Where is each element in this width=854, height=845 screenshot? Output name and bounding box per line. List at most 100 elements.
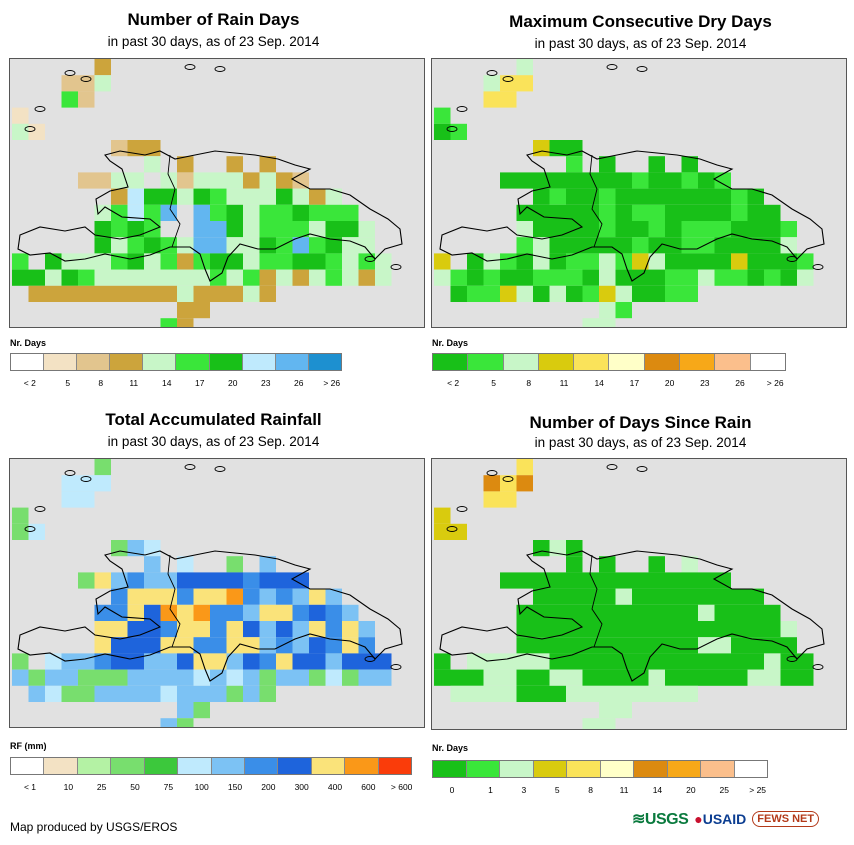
grid-cell	[648, 188, 665, 205]
grid-cell	[94, 572, 111, 589]
grid-cell	[226, 204, 243, 221]
grid-cell	[144, 156, 161, 173]
grid-cell	[714, 237, 731, 254]
legend-swatch	[44, 758, 78, 774]
legend-tick-label: 300	[294, 782, 309, 792]
grid-cell	[714, 204, 731, 221]
grid-cell	[127, 669, 144, 686]
legend-swatch	[574, 354, 610, 370]
grid-cell	[210, 237, 227, 254]
grid-cell	[615, 172, 632, 189]
grid-cell	[210, 188, 227, 205]
map-grid	[12, 459, 403, 727]
grid-cell	[731, 604, 748, 621]
grid-cell	[127, 685, 144, 702]
grid-cell	[259, 221, 276, 238]
grid-cell	[566, 556, 583, 573]
grid-cell	[111, 188, 128, 205]
legend-title: Nr. Days	[432, 743, 469, 753]
grid-cell	[78, 253, 95, 270]
grid-cell	[292, 237, 309, 254]
legend-swatch	[275, 354, 309, 370]
grid-cell	[94, 685, 111, 702]
grid-cell	[648, 621, 665, 638]
legend-tick-label: 17	[195, 378, 205, 388]
grid-cell	[309, 588, 326, 605]
grid-cell	[177, 637, 194, 654]
grid-cell	[599, 285, 616, 302]
grid-cell	[599, 188, 616, 205]
grid-cell	[549, 221, 566, 238]
grid-cell	[61, 253, 78, 270]
grid-cell	[292, 604, 309, 621]
grid-cell	[276, 221, 293, 238]
island-outline	[812, 664, 824, 670]
grid-cell	[144, 588, 161, 605]
grid-cell	[582, 588, 599, 605]
grid-cell	[111, 685, 128, 702]
grid-cell	[599, 172, 616, 189]
grid-cell	[648, 253, 665, 270]
grid-cell	[12, 269, 29, 286]
grid-cell	[177, 556, 194, 573]
grid-cell	[764, 621, 781, 638]
grid-cell	[747, 588, 764, 605]
panel-subtitle: in past 30 days, as of 23 Sep. 2014	[534, 36, 747, 51]
grid-cell	[61, 475, 78, 492]
grid-cell	[566, 685, 583, 702]
panel-rain-days: Number of Rain Days in past 30 days, as …	[0, 0, 427, 400]
grid-cell	[615, 702, 632, 719]
grid-cell	[325, 588, 342, 605]
legend-tick-label: 20	[686, 785, 696, 795]
legend-tick-label: > 600	[390, 782, 413, 792]
grid-cell	[516, 621, 533, 638]
grid-cell	[648, 653, 665, 670]
grid-cell	[160, 253, 177, 270]
grid-cell	[226, 285, 243, 302]
island-outline	[812, 264, 824, 270]
grid-cell	[177, 653, 194, 670]
grid-cell	[500, 653, 517, 670]
grid-cell	[111, 669, 128, 686]
legend-tick-label: > 25	[749, 785, 767, 795]
grid-cell	[516, 204, 533, 221]
grid-cell	[714, 253, 731, 270]
grid-cell	[94, 285, 111, 302]
grid-cell	[177, 718, 194, 727]
island-outline	[636, 66, 648, 72]
panel-subtitle: in past 30 days, as of 23 Sep. 2014	[107, 34, 320, 49]
grid-cell	[549, 604, 566, 621]
grid-cell	[12, 123, 29, 140]
legend-swatch	[433, 354, 469, 370]
grid-cell	[615, 621, 632, 638]
grid-cell	[648, 221, 665, 238]
country-border	[167, 554, 181, 648]
grid-cell	[160, 188, 177, 205]
legend-title: Nr. Days	[432, 338, 469, 348]
grid-cell	[111, 237, 128, 254]
grid-cell	[243, 285, 260, 302]
legend-swatch	[345, 758, 379, 774]
grid-cell	[259, 188, 276, 205]
grid-cell	[144, 140, 161, 157]
usaid-logo: ●USAID	[694, 811, 747, 827]
grid-cell	[325, 637, 342, 654]
grid-cell	[599, 669, 616, 686]
grid-cell	[549, 269, 566, 286]
grid-cell	[615, 604, 632, 621]
grid-cell	[549, 285, 566, 302]
grid-cell	[111, 637, 128, 654]
grid-cell	[144, 653, 161, 670]
grid-cell	[276, 621, 293, 638]
grid-cell	[615, 188, 632, 205]
grid-cell	[665, 204, 682, 221]
map-grid	[434, 459, 825, 729]
grid-cell	[434, 507, 451, 524]
grid-cell	[599, 718, 616, 729]
grid-cell	[681, 653, 698, 670]
grid-cell	[226, 621, 243, 638]
panel-subtitle: in past 30 days, as of 23 Sep. 2014	[534, 435, 747, 450]
legend-swatch	[211, 758, 245, 774]
grid-cell	[12, 507, 29, 524]
grid-cell	[599, 237, 616, 254]
